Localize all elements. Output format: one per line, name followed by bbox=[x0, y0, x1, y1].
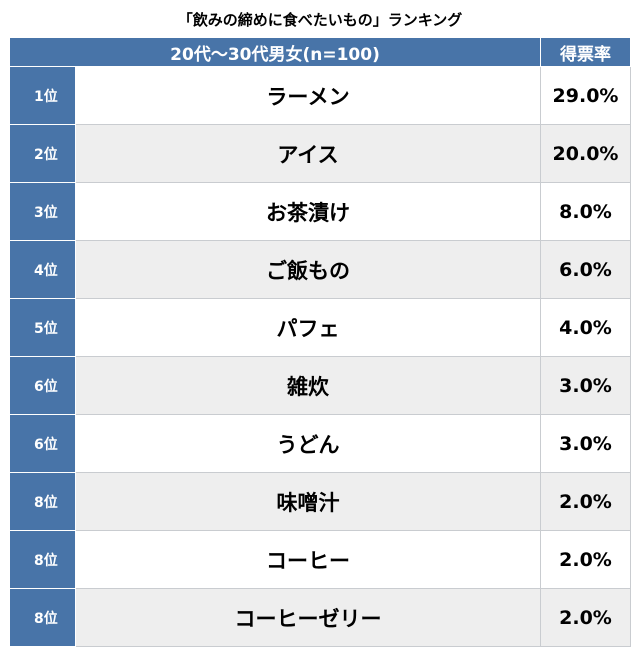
value-cell: 20.0% bbox=[540, 124, 631, 183]
item-cell: コーヒー bbox=[75, 530, 541, 589]
value-cell: 2.0% bbox=[540, 530, 631, 589]
ranking-table: 20代〜30代男女(n=100) 得票率 1位 ラーメン 29.0% 2位 アイス 20.… bbox=[9, 37, 631, 647]
table-row: 4位 ご飯もの 6.0% bbox=[9, 240, 631, 299]
table-row: 8位 味噌汁 2.0% bbox=[9, 472, 631, 531]
rank-cell: 6位 bbox=[9, 414, 76, 473]
table-body: 1位 ラーメン 29.0% 2位 アイス 20.0% 3位 お茶漬け 8.0% 4位 ご飯もの 6.0… bbox=[9, 66, 631, 647]
rank-cell: 8位 bbox=[9, 472, 76, 531]
table-row: 8位 コーヒー 2.0% bbox=[9, 530, 631, 589]
table-row: 2位 アイス 20.0% bbox=[9, 124, 631, 183]
table-row: 8位 コーヒーゼリー 2.0% bbox=[9, 588, 631, 647]
rank-cell: 4位 bbox=[9, 240, 76, 299]
value-cell: 6.0% bbox=[540, 240, 631, 299]
value-cell: 29.0% bbox=[540, 66, 631, 125]
rank-cell: 5位 bbox=[9, 298, 76, 357]
item-cell: ラーメン bbox=[75, 66, 541, 125]
rank-cell: 3位 bbox=[9, 182, 76, 241]
rate-header: 得票率 bbox=[540, 37, 631, 67]
value-cell: 3.0% bbox=[540, 414, 631, 473]
item-cell: コーヒーゼリー bbox=[75, 588, 541, 647]
item-cell: 雑炊 bbox=[75, 356, 541, 415]
rank-cell: 1位 bbox=[9, 66, 76, 125]
item-cell: アイス bbox=[75, 124, 541, 183]
value-cell: 2.0% bbox=[540, 472, 631, 531]
table-row: 1位 ラーメン 29.0% bbox=[9, 66, 631, 125]
rank-cell: 2位 bbox=[9, 124, 76, 183]
item-cell: 味噌汁 bbox=[75, 472, 541, 531]
value-cell: 3.0% bbox=[540, 356, 631, 415]
table-row: 6位 雑炊 3.0% bbox=[9, 356, 631, 415]
value-cell: 4.0% bbox=[540, 298, 631, 357]
chart-title: 「飲みの締めに食べたいもの」ランキング bbox=[177, 11, 463, 29]
rank-cell: 8位 bbox=[9, 530, 76, 589]
item-cell: パフェ bbox=[75, 298, 541, 357]
table-row: 3位 お茶漬け 8.0% bbox=[9, 182, 631, 241]
table-row: 6位 うどん 3.0% bbox=[9, 414, 631, 473]
value-cell: 8.0% bbox=[540, 182, 631, 241]
value-cell: 2.0% bbox=[540, 588, 631, 647]
item-cell: うどん bbox=[75, 414, 541, 473]
item-cell: お茶漬け bbox=[75, 182, 541, 241]
table-header-row: 20代〜30代男女(n=100) 得票率 bbox=[9, 37, 631, 67]
item-cell: ご飯もの bbox=[75, 240, 541, 299]
rank-cell: 8位 bbox=[9, 588, 76, 647]
rank-cell: 6位 bbox=[9, 356, 76, 415]
group-header: 20代〜30代男女(n=100) bbox=[9, 37, 541, 67]
table-row: 5位 パフェ 4.0% bbox=[9, 298, 631, 357]
